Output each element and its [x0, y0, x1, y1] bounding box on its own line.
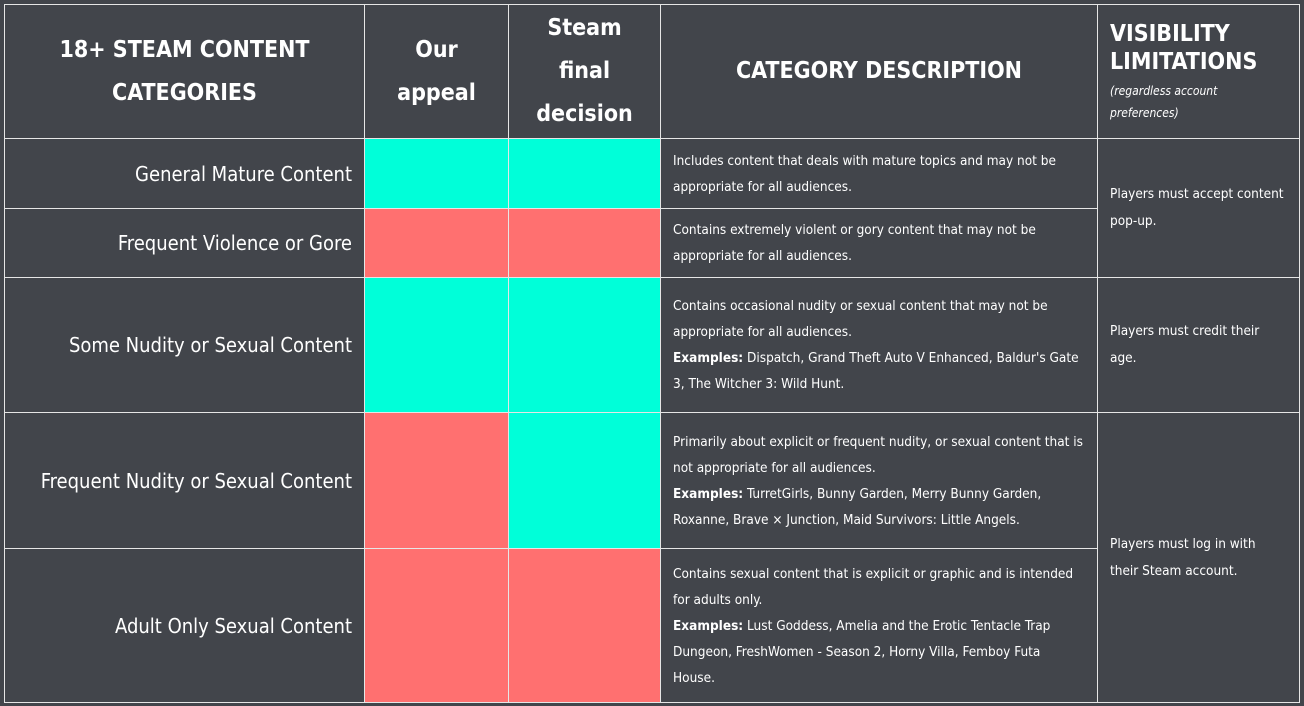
description: Includes content that deals with mature … — [673, 148, 1085, 200]
description-cell: Contains extremely violent or gory conte… — [660, 208, 1098, 278]
header-cell: CATEGORY DESCRIPTION — [660, 4, 1098, 139]
category-cell: Adult Only Sexual Content — [4, 548, 365, 703]
category-name: General Mature Content — [135, 161, 352, 186]
examples: Lust Goddess, Amelia and the Erotic Tent… — [673, 617, 1051, 686]
description-cell: Includes content that deals with mature … — [660, 138, 1098, 209]
description: Contains occasional nudity or sexual con… — [673, 293, 1085, 397]
header-text: CATEGORY DESCRIPTION — [735, 58, 1022, 84]
description: Primarily about explicit or frequent nud… — [673, 429, 1085, 533]
description: Contains sexual content that is explicit… — [673, 561, 1085, 691]
examples: Dispatch, Grand Theft Auto V Enhanced, B… — [673, 350, 1079, 392]
visibility-text: Players must accept content pop-up. — [1110, 186, 1284, 229]
status-cell — [364, 548, 509, 703]
header-text: VISIBILITY LIMITATIONS — [1110, 20, 1258, 75]
description-text: Includes content that deals with mature … — [673, 152, 1056, 195]
description-text: Contains occasional nudity or sexual con… — [673, 298, 1048, 340]
status-cell — [364, 277, 509, 413]
examples-label: Examples: — [673, 617, 744, 634]
description-cell: Primarily about explicit or frequent nud… — [660, 412, 1098, 549]
category-cell: General Mature Content — [4, 138, 365, 209]
header-cell: VISIBILITY LIMITATIONS (regardless accoun… — [1097, 4, 1300, 139]
visibility-text: Players must credit their age. — [1110, 323, 1260, 366]
header-note: (regardless account preferences) — [1110, 83, 1218, 120]
status-cell — [364, 412, 509, 549]
description: Contains extremely violent or gory conte… — [673, 217, 1085, 269]
examples: TurretGirls, Bunny Garden, Merry Bunny G… — [673, 485, 1042, 528]
description-cell: Contains sexual content that is explicit… — [660, 548, 1098, 703]
status-cell — [364, 138, 509, 209]
category-name: Frequent Violence or Gore — [117, 231, 352, 255]
category-name: Frequent Nudity or Sexual Content — [40, 468, 352, 493]
category-name: Some Nudity or Sexual Content — [68, 333, 352, 357]
status-cell — [508, 138, 661, 209]
category-cell: Some Nudity or Sexual Content — [4, 277, 365, 413]
header-cell: 18+ STEAM CONTENT CATEGORIES — [4, 4, 365, 139]
status-cell — [508, 548, 661, 703]
header-text: 18+ STEAM CONTENT CATEGORIES — [59, 36, 310, 106]
category-name: Adult Only Sexual Content — [115, 613, 352, 638]
status-cell — [364, 208, 509, 278]
status-cell — [508, 277, 661, 413]
description-text: Contains sexual content that is explicit… — [673, 565, 1074, 608]
category-cell: Frequent Violence or Gore — [4, 208, 365, 278]
status-cell — [508, 412, 661, 549]
header-cell: Our appeal — [364, 4, 509, 139]
visibility-cell: Players must accept content pop-up. — [1097, 138, 1300, 278]
header-text: Our appeal — [397, 36, 476, 106]
header-cell: Steam final decision — [508, 4, 661, 139]
visibility-text: Players must log in with their Steam acc… — [1110, 535, 1256, 579]
examples-label: Examples: — [673, 350, 744, 366]
description-text: Primarily about explicit or frequent nud… — [673, 433, 1083, 476]
category-cell: Frequent Nudity or Sexual Content — [4, 412, 365, 549]
description-text: Contains extremely violent or gory conte… — [673, 222, 1036, 264]
status-cell — [508, 208, 661, 278]
visibility-cell: Players must credit their age. — [1097, 277, 1300, 413]
visibility-cell: Players must log in with their Steam acc… — [1097, 412, 1300, 703]
description-cell: Contains occasional nudity or sexual con… — [660, 277, 1098, 413]
header-text: Steam final decision — [536, 15, 633, 127]
examples-label: Examples: — [673, 485, 744, 502]
